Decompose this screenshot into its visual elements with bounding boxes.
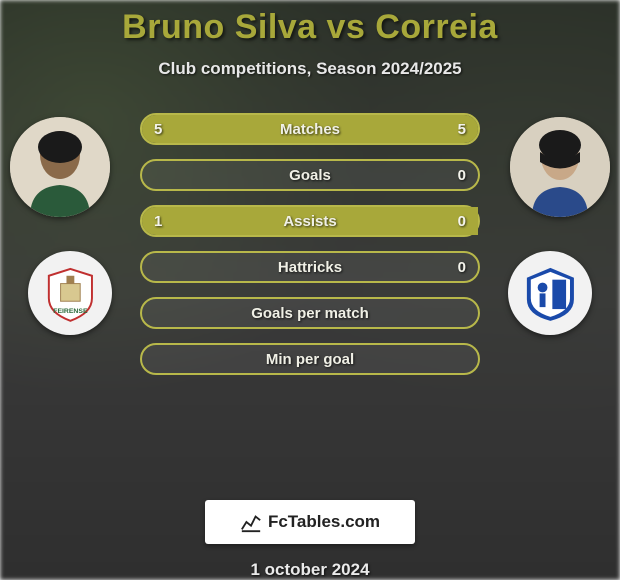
stat-value-right: 0 bbox=[458, 167, 466, 184]
stat-value-left: 1 bbox=[154, 213, 162, 230]
stat-bar: Min per goal bbox=[140, 343, 480, 375]
shield-icon bbox=[521, 264, 580, 323]
player-left-avatar bbox=[10, 117, 110, 217]
attribution-text: FcTables.com bbox=[268, 512, 380, 532]
svg-text:FEIRENSE: FEIRENSE bbox=[53, 308, 88, 315]
stat-label: Goals per match bbox=[251, 305, 369, 322]
stat-value-right: 5 bbox=[458, 121, 466, 138]
stat-label: Matches bbox=[280, 121, 340, 138]
stat-bar: 0 Goals bbox=[140, 159, 480, 191]
stat-bar: 1 0 Assists bbox=[140, 205, 480, 237]
player-right-avatar bbox=[510, 117, 610, 217]
club-right-badge bbox=[508, 251, 592, 335]
stat-value-right: 0 bbox=[458, 213, 466, 230]
stat-value-right: 0 bbox=[458, 259, 466, 276]
stat-label: Hattricks bbox=[278, 259, 342, 276]
subtitle: Club competitions, Season 2024/2025 bbox=[158, 59, 461, 79]
person-icon bbox=[510, 117, 610, 217]
stat-bar: 0 Hattricks bbox=[140, 251, 480, 283]
stat-bar: 5 5 Matches bbox=[140, 113, 480, 145]
stat-label: Goals bbox=[289, 167, 331, 184]
date-text: 1 october 2024 bbox=[250, 560, 369, 580]
stat-value-left: 5 bbox=[154, 121, 162, 138]
club-left-badge: FEIRENSE bbox=[28, 251, 112, 335]
comparison-area: FEIRENSE 55Matches0Goals10Assists0Hattri… bbox=[0, 97, 620, 200]
stat-bar: Goals per match bbox=[140, 297, 480, 329]
chart-icon bbox=[240, 511, 262, 533]
stat-label: Assists bbox=[283, 213, 336, 230]
stat-label: Min per goal bbox=[266, 351, 354, 368]
attribution-badge: FcTables.com bbox=[205, 500, 415, 544]
person-icon bbox=[10, 117, 110, 217]
stat-bars: 5 5 Matches 0 Goals 1 0 Assists 0 Hattricks Goals … bbox=[140, 113, 480, 375]
content-wrapper: Bruno Silva vs Correia Club competitions… bbox=[0, 0, 620, 580]
shield-icon: FEIRENSE bbox=[41, 264, 100, 323]
page-title: Bruno Silva vs Correia bbox=[122, 8, 498, 47]
